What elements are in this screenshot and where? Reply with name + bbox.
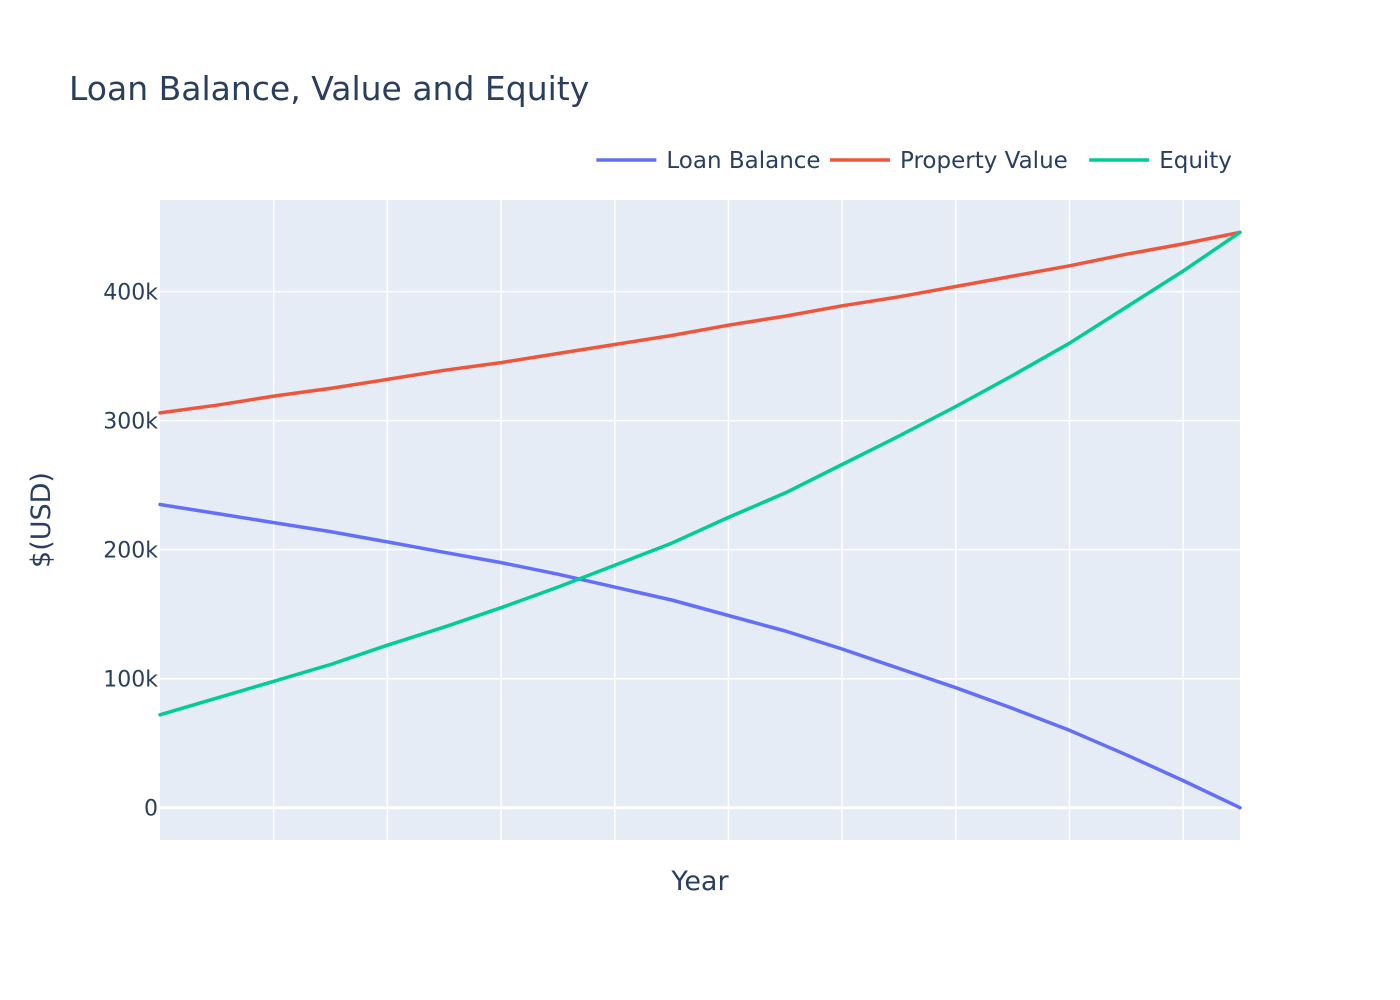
y-tick-label: 100k — [103, 668, 158, 693]
gridlines — [160, 200, 1240, 840]
series-line-equity — [158, 230, 1242, 717]
y-axis-title: $(USD) — [26, 472, 57, 568]
legend-label-property-value: Property Value — [900, 148, 1068, 174]
y-tick-label: 200k — [103, 539, 158, 564]
series-line-property-value — [158, 230, 1242, 415]
x-axis-title: Year — [670, 866, 729, 897]
series-line-loan-balance — [158, 502, 1242, 810]
y-tick-label: 400k — [103, 281, 158, 306]
chart-legend: Loan Balance Property Value Equity — [596, 148, 1232, 174]
y-tick-label: 0 — [144, 797, 158, 822]
legend-label-loan-balance: Loan Balance — [666, 148, 820, 174]
y-axis-ticks: 0 100k 200k 300k 400k — [103, 281, 158, 822]
chart-title: Loan Balance, Value and Equity — [69, 69, 589, 108]
legend-label-equity: Equity — [1159, 148, 1232, 174]
series-layer — [158, 230, 1242, 810]
plot-area — [160, 200, 1240, 840]
y-tick-label: 300k — [103, 410, 158, 435]
